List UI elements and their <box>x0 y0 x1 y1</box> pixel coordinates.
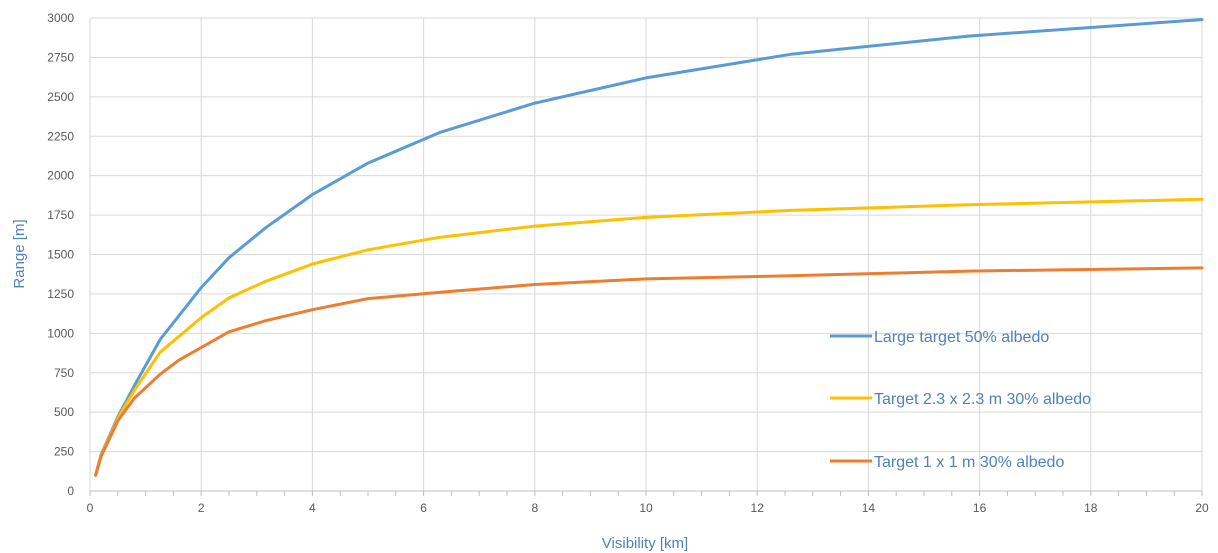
y-tick-label: 2250 <box>47 129 74 143</box>
x-minor-ticks <box>89 491 1203 496</box>
y-tick-label: 2750 <box>47 50 74 64</box>
x-tick-label: 6 <box>420 501 427 515</box>
y-tick-label: 1250 <box>47 287 74 301</box>
x-axis-label: Visibility [km] <box>602 535 688 552</box>
y-tick-label: 750 <box>54 366 74 380</box>
y-tick-label: 250 <box>54 445 74 459</box>
x-tick-label: 18 <box>1084 501 1098 515</box>
x-tick-labels: 0 2 4 6 8 10 12 14 16 18 20 <box>87 501 1209 515</box>
series-line-0 <box>94 18 1204 477</box>
x-tick-label: 2 <box>198 501 205 515</box>
legend-label-1: Target 2.3 x 2.3 m 30% albedo <box>874 391 1091 408</box>
x-tick-label: 12 <box>751 501 765 515</box>
y-tick-label: 0 <box>67 484 74 498</box>
legend-label-0: Large target 50% albedo <box>874 329 1049 346</box>
y-tick-label: 1500 <box>47 248 74 262</box>
y-tick-label: 3000 <box>47 11 74 25</box>
x-tick-label: 8 <box>531 501 538 515</box>
x-tick-label: 4 <box>309 501 316 515</box>
x-tick-label: 20 <box>1195 501 1209 515</box>
y-tick-labels: 0 250 500 750 1000 1250 1500 1750 2000 2250 2500 27… <box>47 11 74 498</box>
x-tick-label: 0 <box>87 501 94 515</box>
legend-label-2: Target 1 x 1 m 30% albedo <box>874 454 1064 471</box>
x-tick-label: 14 <box>862 501 876 515</box>
y-axis-label: Range [m] <box>11 219 28 288</box>
y-tick-label: 2000 <box>47 169 74 183</box>
series-line-2 <box>94 266 1204 477</box>
y-tick-label: 1750 <box>47 208 74 222</box>
y-tick-label: 2500 <box>47 90 74 104</box>
legend: Large target 50% albedo Target 2.3 x 2.3 … <box>830 329 1091 471</box>
y-tick-label: 1000 <box>47 326 74 340</box>
x-tick-label: 16 <box>973 501 987 515</box>
series-line-1 <box>94 197 1204 477</box>
y-tick-label: 500 <box>54 405 74 419</box>
series-lines <box>94 18 1204 477</box>
x-tick-label: 10 <box>639 501 653 515</box>
gridlines <box>89 17 1203 492</box>
